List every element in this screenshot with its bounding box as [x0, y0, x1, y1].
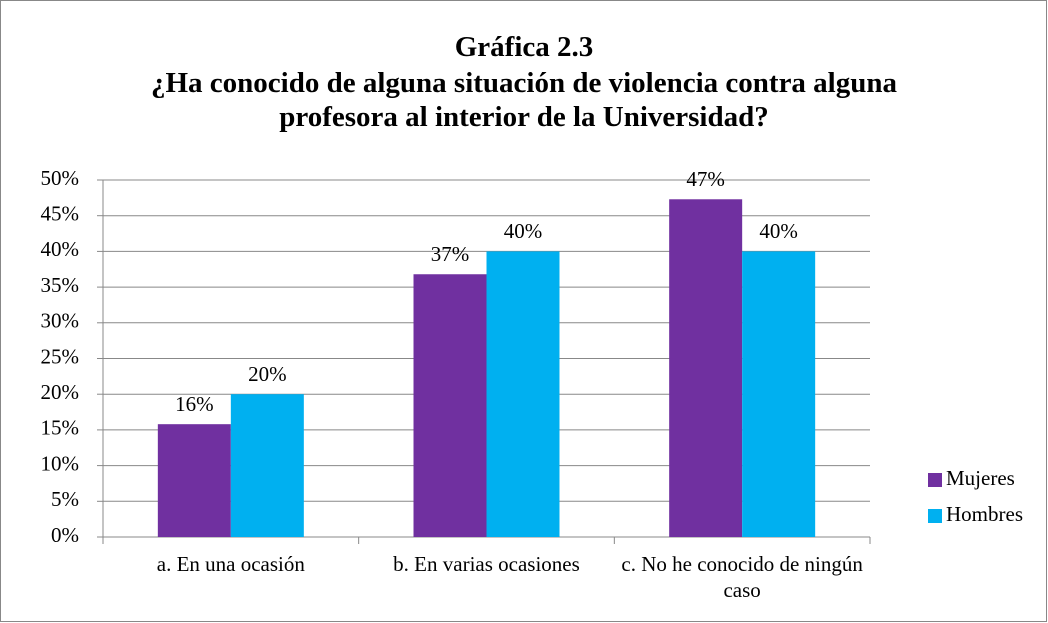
data-label: 47% [686, 167, 725, 191]
legend-swatch [928, 473, 942, 487]
y-tick-label: 50% [41, 166, 80, 190]
y-tick-label: 10% [41, 451, 80, 475]
y-tick-label: 30% [41, 309, 80, 333]
bar [669, 199, 743, 537]
legend-swatch [928, 509, 942, 523]
x-tick-label: b. En varias ocasiones [393, 552, 580, 576]
bar [486, 251, 560, 537]
data-label: 16% [175, 392, 214, 416]
y-tick-label: 15% [41, 416, 80, 440]
bar [742, 251, 816, 537]
y-tick-label: 25% [41, 344, 80, 368]
chart-title: Gráfica 2.3 [454, 31, 594, 63]
data-label: 40% [759, 219, 798, 243]
bar [157, 424, 231, 537]
x-tick-label: c. No he conocido de ningún caso [621, 552, 863, 602]
legend-label: Hombres [946, 502, 1023, 526]
y-tick-label: 0% [51, 523, 79, 547]
y-tick-label: 40% [41, 237, 80, 261]
y-tick-label: 20% [41, 380, 80, 404]
chart-subtitle: ¿Ha conocido de alguna situación de viol… [151, 67, 897, 133]
bar [413, 274, 487, 537]
y-tick-label: 5% [51, 487, 79, 511]
x-tick-label: a. En una ocasión [156, 552, 305, 576]
bar [230, 394, 304, 537]
data-label: 37% [431, 242, 470, 266]
data-label: 40% [504, 219, 543, 243]
data-label: 20% [248, 362, 287, 386]
legend-label: Mujeres [946, 466, 1015, 490]
y-tick-label: 45% [41, 202, 80, 226]
y-tick-label: 35% [41, 273, 80, 297]
